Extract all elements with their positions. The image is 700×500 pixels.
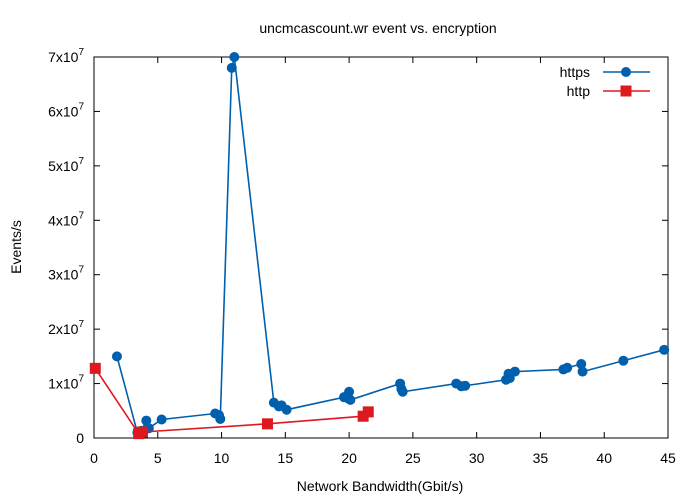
y-tick-label: 4x107 [48, 210, 84, 228]
legend-marker-https [621, 67, 631, 77]
x-tick-label: 10 [214, 450, 230, 466]
y-tick-label: 3x107 [48, 265, 84, 283]
legend-label-http: http [567, 83, 591, 99]
x-tick-label: 35 [533, 450, 549, 466]
x-tick-label: 5 [154, 450, 162, 466]
data-point-https [141, 415, 152, 426]
axes [93, 56, 669, 439]
data-point-https [618, 355, 629, 366]
data-point-https [659, 344, 670, 355]
x-tick-label: 0 [90, 450, 98, 466]
y-tick-label: 6x107 [48, 101, 84, 119]
legend-label-https: https [560, 64, 590, 80]
legend: https http [560, 64, 650, 99]
series-layer [89, 52, 670, 440]
x-axis-label: Network Bandwidth(Gbit/s) [297, 478, 464, 494]
data-point-https [345, 394, 356, 405]
y-tick-label: 5x107 [48, 156, 84, 174]
x-tick-label: 25 [405, 450, 421, 466]
y-axis-label: Events/s [8, 220, 24, 274]
data-point-https [460, 380, 471, 391]
data-point-https [397, 386, 408, 397]
data-point-https [226, 62, 237, 73]
y-tick-label: 0 [76, 430, 84, 446]
legend-marker-http [620, 85, 632, 97]
data-point-http [362, 406, 374, 418]
data-point-http [89, 362, 101, 374]
data-point-https [344, 386, 355, 397]
x-tick-label: 40 [596, 450, 612, 466]
data-point-http [136, 426, 148, 438]
series-http [89, 362, 374, 440]
x-tick-label: 20 [341, 450, 357, 466]
data-point-https [562, 362, 573, 373]
data-point-https [111, 351, 122, 362]
x-tick-label: 45 [660, 450, 676, 466]
y-tick-label: 1x107 [48, 374, 84, 392]
data-point-https [577, 366, 588, 377]
data-point-https [281, 404, 292, 415]
data-point-https [576, 358, 587, 369]
data-point-https [229, 52, 240, 62]
plot-border [93, 56, 669, 439]
data-point-http [261, 418, 273, 430]
ticks: 0 5 10 15 20 25 30 35 40 45 0 1x107 2x107 3x107 4x107 5… [48, 47, 676, 466]
data-point-https [215, 413, 226, 424]
y-tick-label: 2x107 [48, 319, 84, 337]
x-tick-label: 30 [469, 450, 485, 466]
chart-title: uncmcascount.wr event vs. encryption [259, 20, 496, 36]
y-tick-label: 7x107 [48, 47, 84, 65]
x-tick-label: 15 [278, 450, 294, 466]
data-point-https [156, 414, 167, 425]
data-point-https [509, 366, 520, 377]
